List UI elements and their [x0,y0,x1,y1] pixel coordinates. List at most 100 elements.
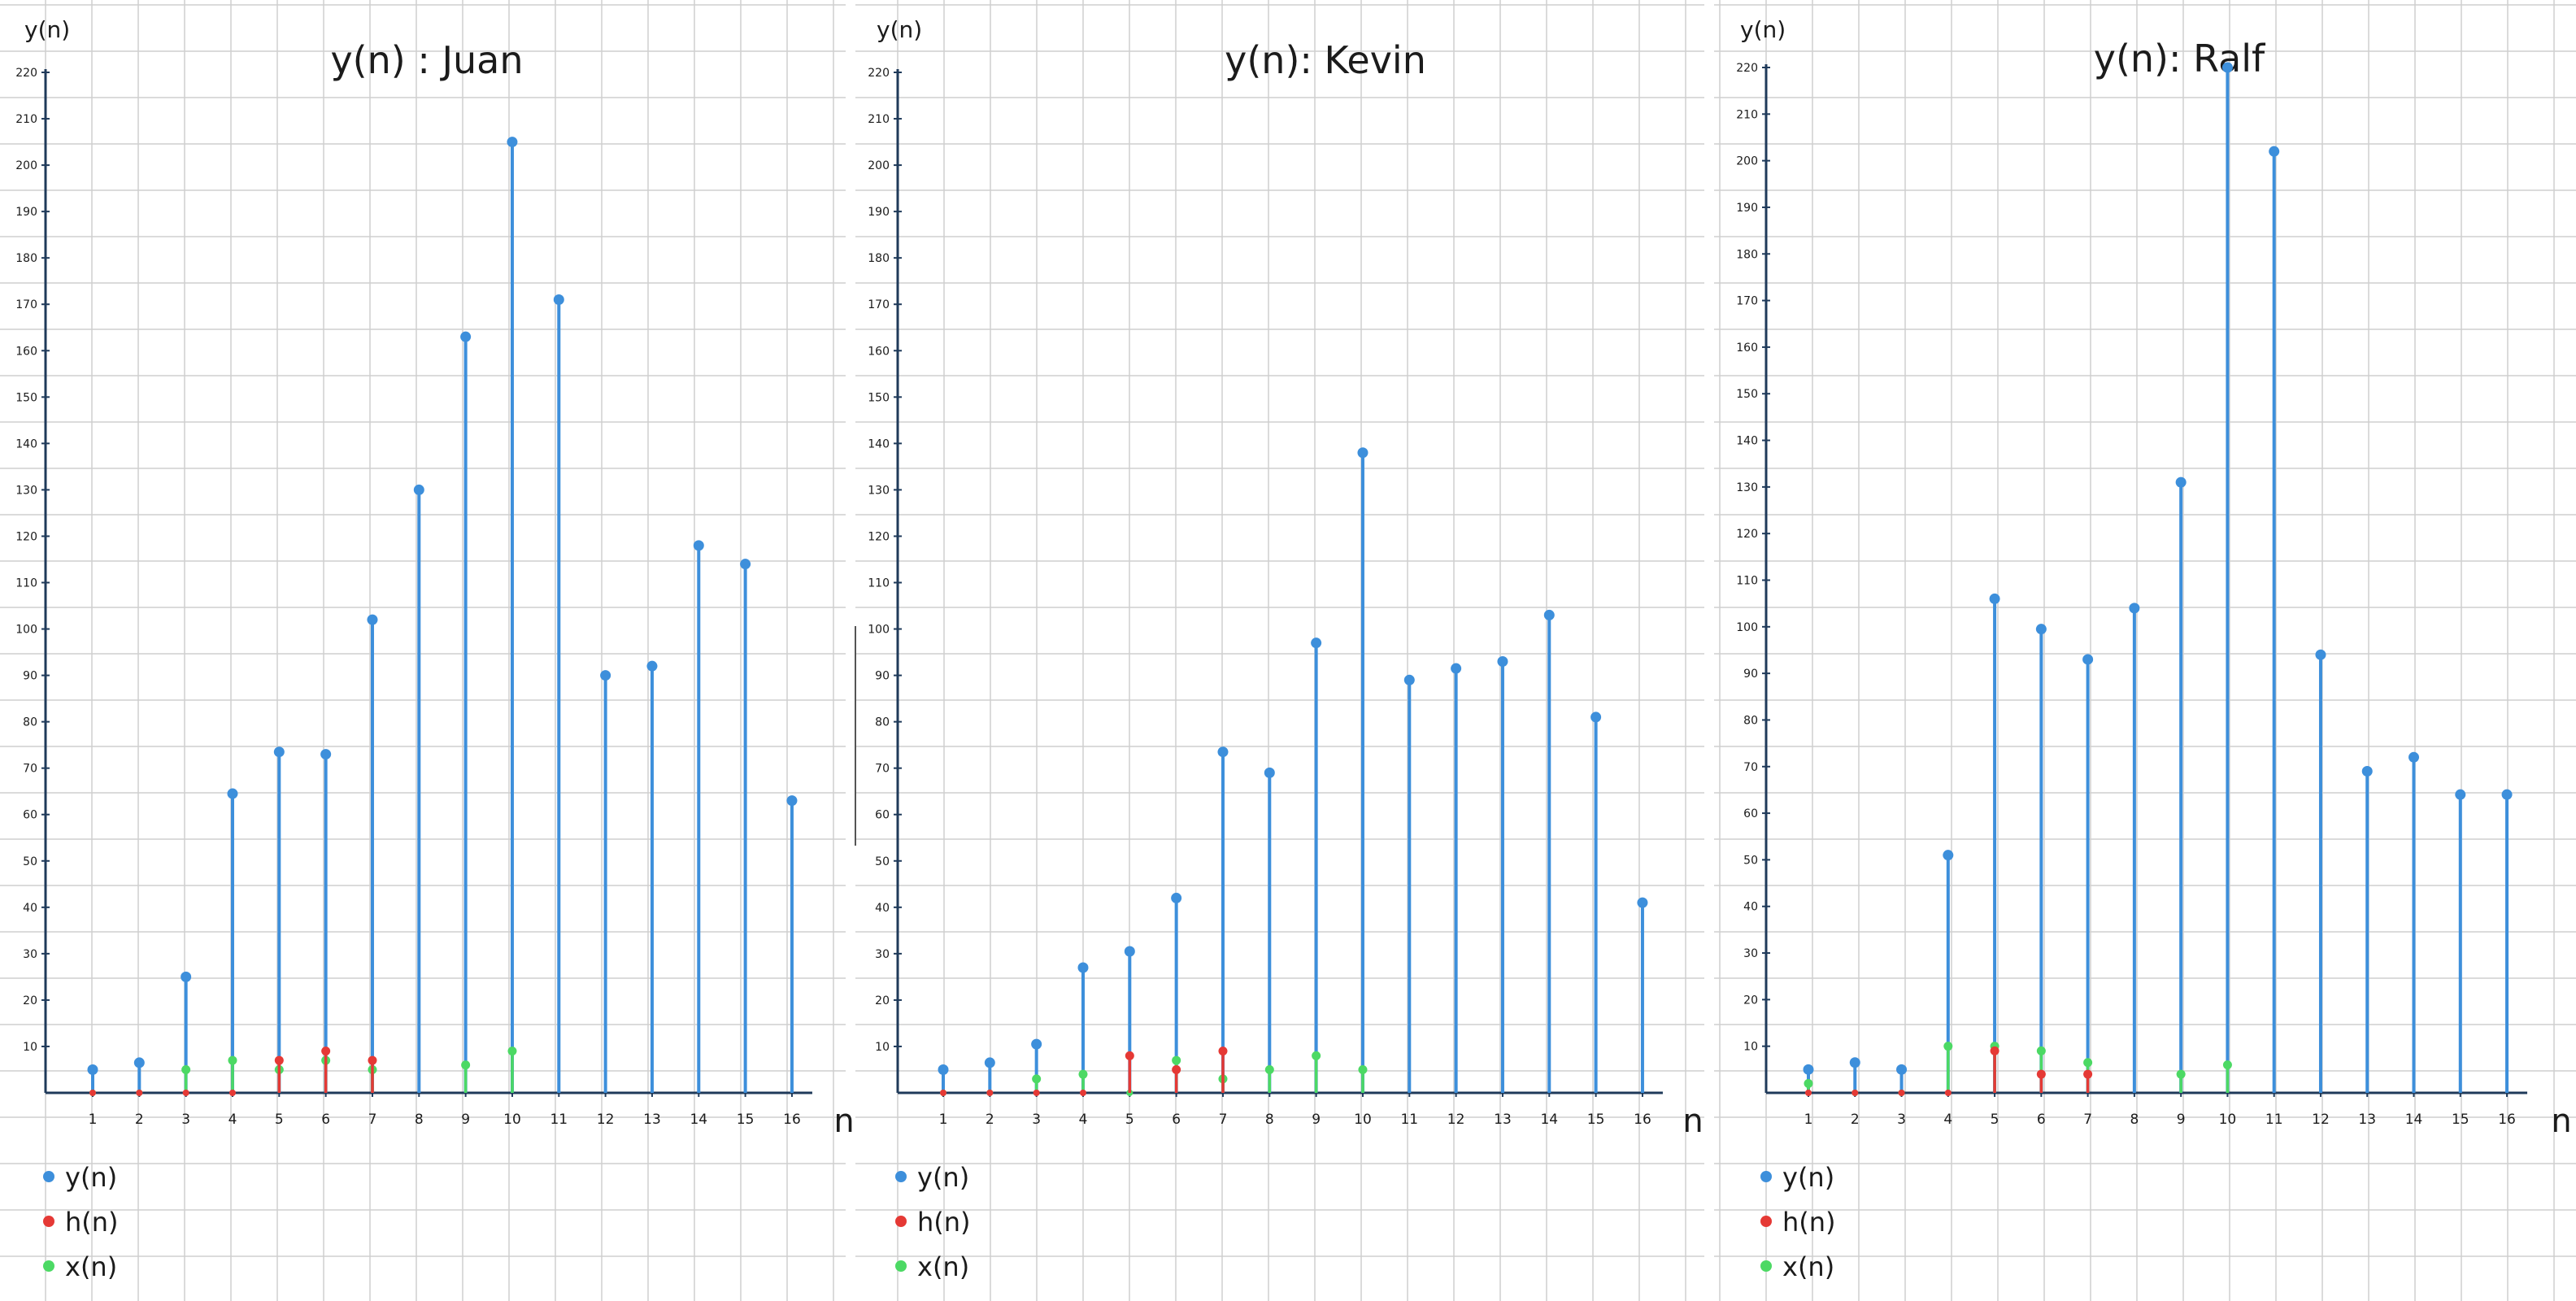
stem-marker [1172,1055,1181,1065]
x-tick-label: 10 [1354,1112,1372,1128]
x-tick-label: 10 [503,1112,521,1128]
x-tick-label: 16 [1634,1112,1651,1128]
stem-marker [984,1057,995,1068]
y-tick-label: 150 [1736,388,1758,401]
stem-marker [2501,789,2513,800]
stem-marker [1804,1079,1813,1089]
stem-marker [1943,850,1954,861]
y-tick-label: 200 [868,159,890,172]
stem-marker [2175,476,2187,488]
y-tick-label: 110 [868,577,890,590]
stem-marker [1896,1064,1908,1075]
y-tick-label: 60 [23,809,37,822]
legend-marker [895,1260,907,1272]
series-xn [89,1046,517,1096]
x-tick-label: 4 [1079,1112,1088,1128]
x-tick-label: 6 [321,1112,330,1128]
stem-marker [1990,1046,1999,1055]
stem-marker [133,1057,145,1068]
chart-3: y(n): Ralfy(n)10203040506070809010011012… [1736,16,2571,1282]
x-tick-label: 3 [1032,1112,1041,1128]
legend-label: h(n) [917,1207,971,1238]
stem-marker [1358,1064,1368,1074]
y-tick-label: 80 [23,716,37,729]
chart-1: y(n) : Juany(n)1020304050607080901001101… [15,16,854,1282]
y-tick-label: 180 [868,252,890,265]
stem-marker-zero [1079,1090,1086,1096]
legend-marker [895,1216,907,1227]
y-tick-label: 30 [23,948,37,961]
x-tick-label: 3 [181,1112,190,1128]
y-tick-label: 130 [15,484,37,497]
y-tick-label: 80 [875,716,890,729]
y-tick-label: 120 [15,530,37,543]
legend-label: y(n) [1782,1162,1834,1193]
x-tick-label: 5 [1125,1112,1134,1128]
x-tick-label: 1 [1804,1112,1813,1128]
stem-marker-zero [986,1090,994,1096]
panel-paper-1 [0,0,846,1301]
x-tick-label: 9 [461,1112,470,1128]
stem-marker [1125,1051,1134,1060]
y-tick-label: 100 [1736,621,1758,634]
stem-marker [1403,674,1415,685]
x-axis-label: n [833,1103,854,1140]
x-tick-label: 15 [737,1112,755,1128]
y-tick-label: 30 [1743,947,1758,960]
x-tick-label: 14 [2405,1112,2423,1128]
stem-marker [320,749,332,760]
stem-marker [2083,1058,2093,1068]
page-seam [846,0,855,1301]
stem-marker [507,137,518,148]
y-tick-label: 90 [1743,668,1758,681]
y-tick-label: 170 [1736,295,1758,308]
stem-marker [1849,1057,1860,1068]
x-tick-label: 16 [783,1112,801,1128]
stem-marker [1497,655,1508,667]
stem-marker [740,559,751,570]
x-tick-label: 15 [1587,1112,1605,1128]
stem-marker [786,795,798,807]
y-tick-label: 10 [1743,1041,1758,1054]
stem-marker [2222,1060,2232,1070]
y-tick-label: 30 [875,948,890,961]
stem-marker [2176,1069,2186,1079]
chart-title: y(n): Kevin [1225,38,1426,82]
x-tick-label: 5 [275,1112,284,1128]
y-tick-label: 160 [868,345,890,358]
y-tick-label: 160 [1736,342,1758,355]
y-tick-label: 70 [875,763,890,776]
stem-marker-zero [1944,1090,1952,1096]
stem-marker [1078,1069,1088,1079]
y-tick-label: 220 [15,67,37,80]
x-tick-label: 6 [1172,1112,1181,1128]
x-tick-label: 8 [1265,1112,1274,1128]
y-tick-label: 190 [1736,202,1758,215]
stem-marker [274,1055,284,1065]
y-tick-label: 60 [1743,807,1758,820]
x-tick-label: 2 [986,1112,994,1128]
y-tick-label: 160 [15,345,37,358]
y-tick-label: 80 [1743,714,1758,727]
x-tick-label: 2 [1851,1112,1860,1128]
stem-marker-zero [1033,1090,1040,1096]
x-tick-label: 1 [89,1112,98,1128]
y-tick-label: 40 [1743,901,1758,914]
x-tick-label: 13 [643,1112,661,1128]
stem-marker [2455,789,2466,800]
y-tick-label: 120 [868,530,890,543]
y-tick-label: 60 [875,809,890,822]
stem-marker-zero [136,1090,143,1096]
y-tick-label: 210 [868,113,890,126]
stem-marker [87,1064,98,1075]
stem-marker [1124,946,1135,957]
x-tick-label: 3 [1897,1112,1906,1128]
x-tick-label: 4 [228,1112,237,1128]
y-tick-label: 180 [15,252,37,265]
y-tick-label: 110 [1736,575,1758,588]
x-tick-label: 4 [1943,1112,1952,1128]
stem-marker-zero [182,1090,189,1096]
x-tick-label: 9 [1312,1112,1321,1128]
stem-marker [1218,1046,1228,1056]
